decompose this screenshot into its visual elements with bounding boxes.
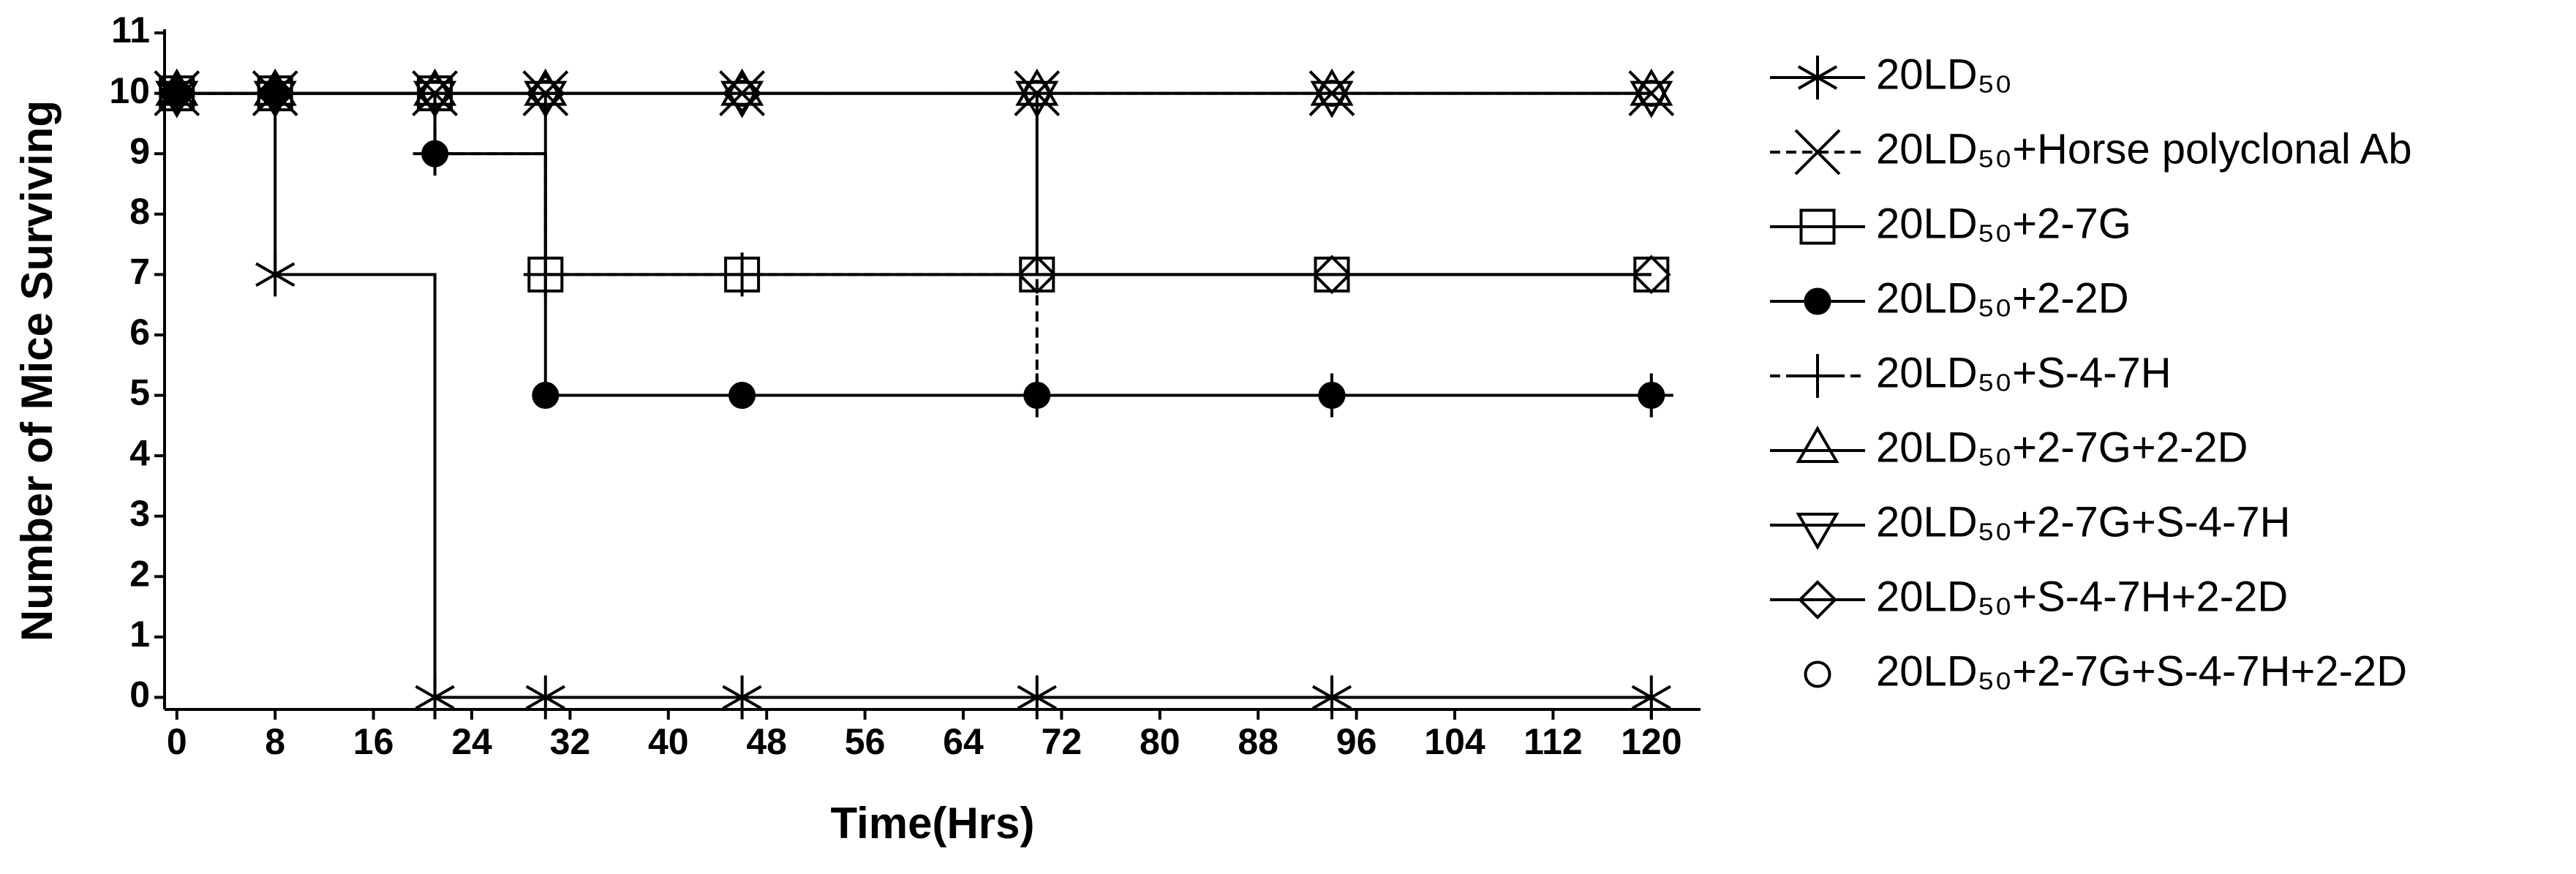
x-tick-label: 56 [845,721,886,762]
legend-item: 20LD₅₀+S-4-7H [1770,349,2172,398]
legend-item: 20LD₅₀+2-7G [1770,200,2131,247]
legend-label: 20LD₅₀+S-4-7H [1876,349,2172,396]
data-point [1630,68,1673,106]
data-point [523,252,568,297]
legend-marker [1796,354,1839,398]
survival-line [176,91,1652,276]
legend-marker [1804,287,1831,315]
data-point [1630,80,1673,118]
survival-line [176,91,1652,397]
legend-label: 20LD₅₀+2-7G [1876,200,2131,247]
x-tick-label: 112 [1524,721,1583,762]
x-tick-label: 8 [265,721,285,762]
legend-marker [1799,208,1836,245]
data-point [163,80,191,108]
legend-marker [1798,580,1837,619]
y-tick-label: 6 [129,312,150,353]
survival-line [176,91,1652,276]
legend-item: 20LD₅₀+2-7G+2-2D [1770,423,2248,471]
legend-item: 20LD₅₀+Horse polyclonal Ab [1770,125,2412,176]
y-tick-label: 4 [129,432,150,473]
x-tick-label: 0 [167,721,187,762]
legend-item: 20LD₅₀+2-7G+S-4-7H+2-2D [1804,647,2407,695]
data-point [1310,80,1354,118]
x-tick-label: 40 [648,721,689,762]
y-tick-label: 8 [129,191,150,232]
y-tick-label: 5 [129,372,150,413]
data-point [1629,373,1673,418]
legend-label: 20LD₅₀ [1876,50,2012,98]
legend-label: 20LD₅₀+2-7G+S-4-7H [1876,498,2291,546]
y-tick-label: 3 [129,493,150,534]
y-axis-title: Number of Mice Surviving [12,100,61,641]
legend-marker [1794,129,1841,176]
legend-item: 20LD₅₀+2-2D [1770,274,2129,322]
data-point [415,675,455,720]
legend-item: 20LD₅₀+2-7G+S-4-7H [1770,498,2291,550]
x-tick-label: 24 [451,721,492,762]
y-tick-label: 7 [129,252,150,293]
legend-label: 20LD₅₀+2-7G+2-2D [1876,423,2248,471]
x-tick-label: 80 [1140,721,1180,762]
data-point [1314,256,1350,293]
data-point [1017,255,1057,295]
data-point [1311,675,1352,720]
data-point [1633,256,1670,293]
x-tick-label: 120 [1621,721,1681,762]
legend-item: 20LD₅₀+S-4-7H+2-2D [1770,573,2288,620]
x-tick-label: 32 [550,721,591,762]
x-tick-label: 104 [1424,721,1485,762]
data-point [413,132,457,176]
data-point [532,382,560,410]
data-point [1017,675,1057,720]
data-point [527,256,564,293]
legend-label: 20LD₅₀+2-7G+S-4-7H+2-2D [1876,647,2407,695]
legend-item: 20LD₅₀ [1770,50,2012,99]
y-tick-label: 10 [109,70,150,111]
data-point [261,80,289,108]
x-tick-label: 16 [353,721,394,762]
data-point [722,675,762,720]
x-axis-title: Time(Hrs) [831,799,1035,848]
y-tick-label: 9 [129,130,150,171]
x-tick-label: 48 [746,721,787,762]
x-tick-label: 88 [1238,721,1278,762]
legend-marker [1804,660,1831,688]
data-point [728,382,756,410]
y-tick-label: 0 [129,674,150,715]
data-point [421,80,449,108]
legend-marker [1796,426,1839,463]
data-point [724,256,761,293]
y-tick-label: 2 [129,554,150,595]
legend-label: 20LD₅₀+S-4-7H+2-2D [1876,573,2288,620]
data-point [525,675,565,720]
x-tick-label: 96 [1336,721,1377,762]
y-tick-label: 1 [129,614,150,655]
data-point [532,80,560,108]
x-tick-label: 72 [1042,721,1082,762]
legend-marker [1796,513,1839,550]
data-point [1310,373,1354,418]
data-point [1310,68,1354,106]
data-point [1631,675,1671,720]
data-point [1312,255,1352,295]
data-point [1318,80,1346,108]
legend-marker [1797,56,1838,99]
data-point [255,252,295,297]
survival-line [176,91,1652,397]
x-tick-label: 64 [943,721,984,762]
data-point [1023,80,1051,108]
data-point [1631,255,1671,295]
data-point [1638,80,1665,108]
legend-label: 20LD₅₀+2-2D [1876,274,2129,322]
legend-label: 20LD₅₀+Horse polyclonal Ab [1876,125,2412,173]
data-point [720,252,764,297]
data-point [728,80,756,108]
y-tick-label: 11 [111,10,150,50]
data-point [1014,373,1059,418]
survival-line [176,91,1652,699]
data-point [1019,256,1055,293]
